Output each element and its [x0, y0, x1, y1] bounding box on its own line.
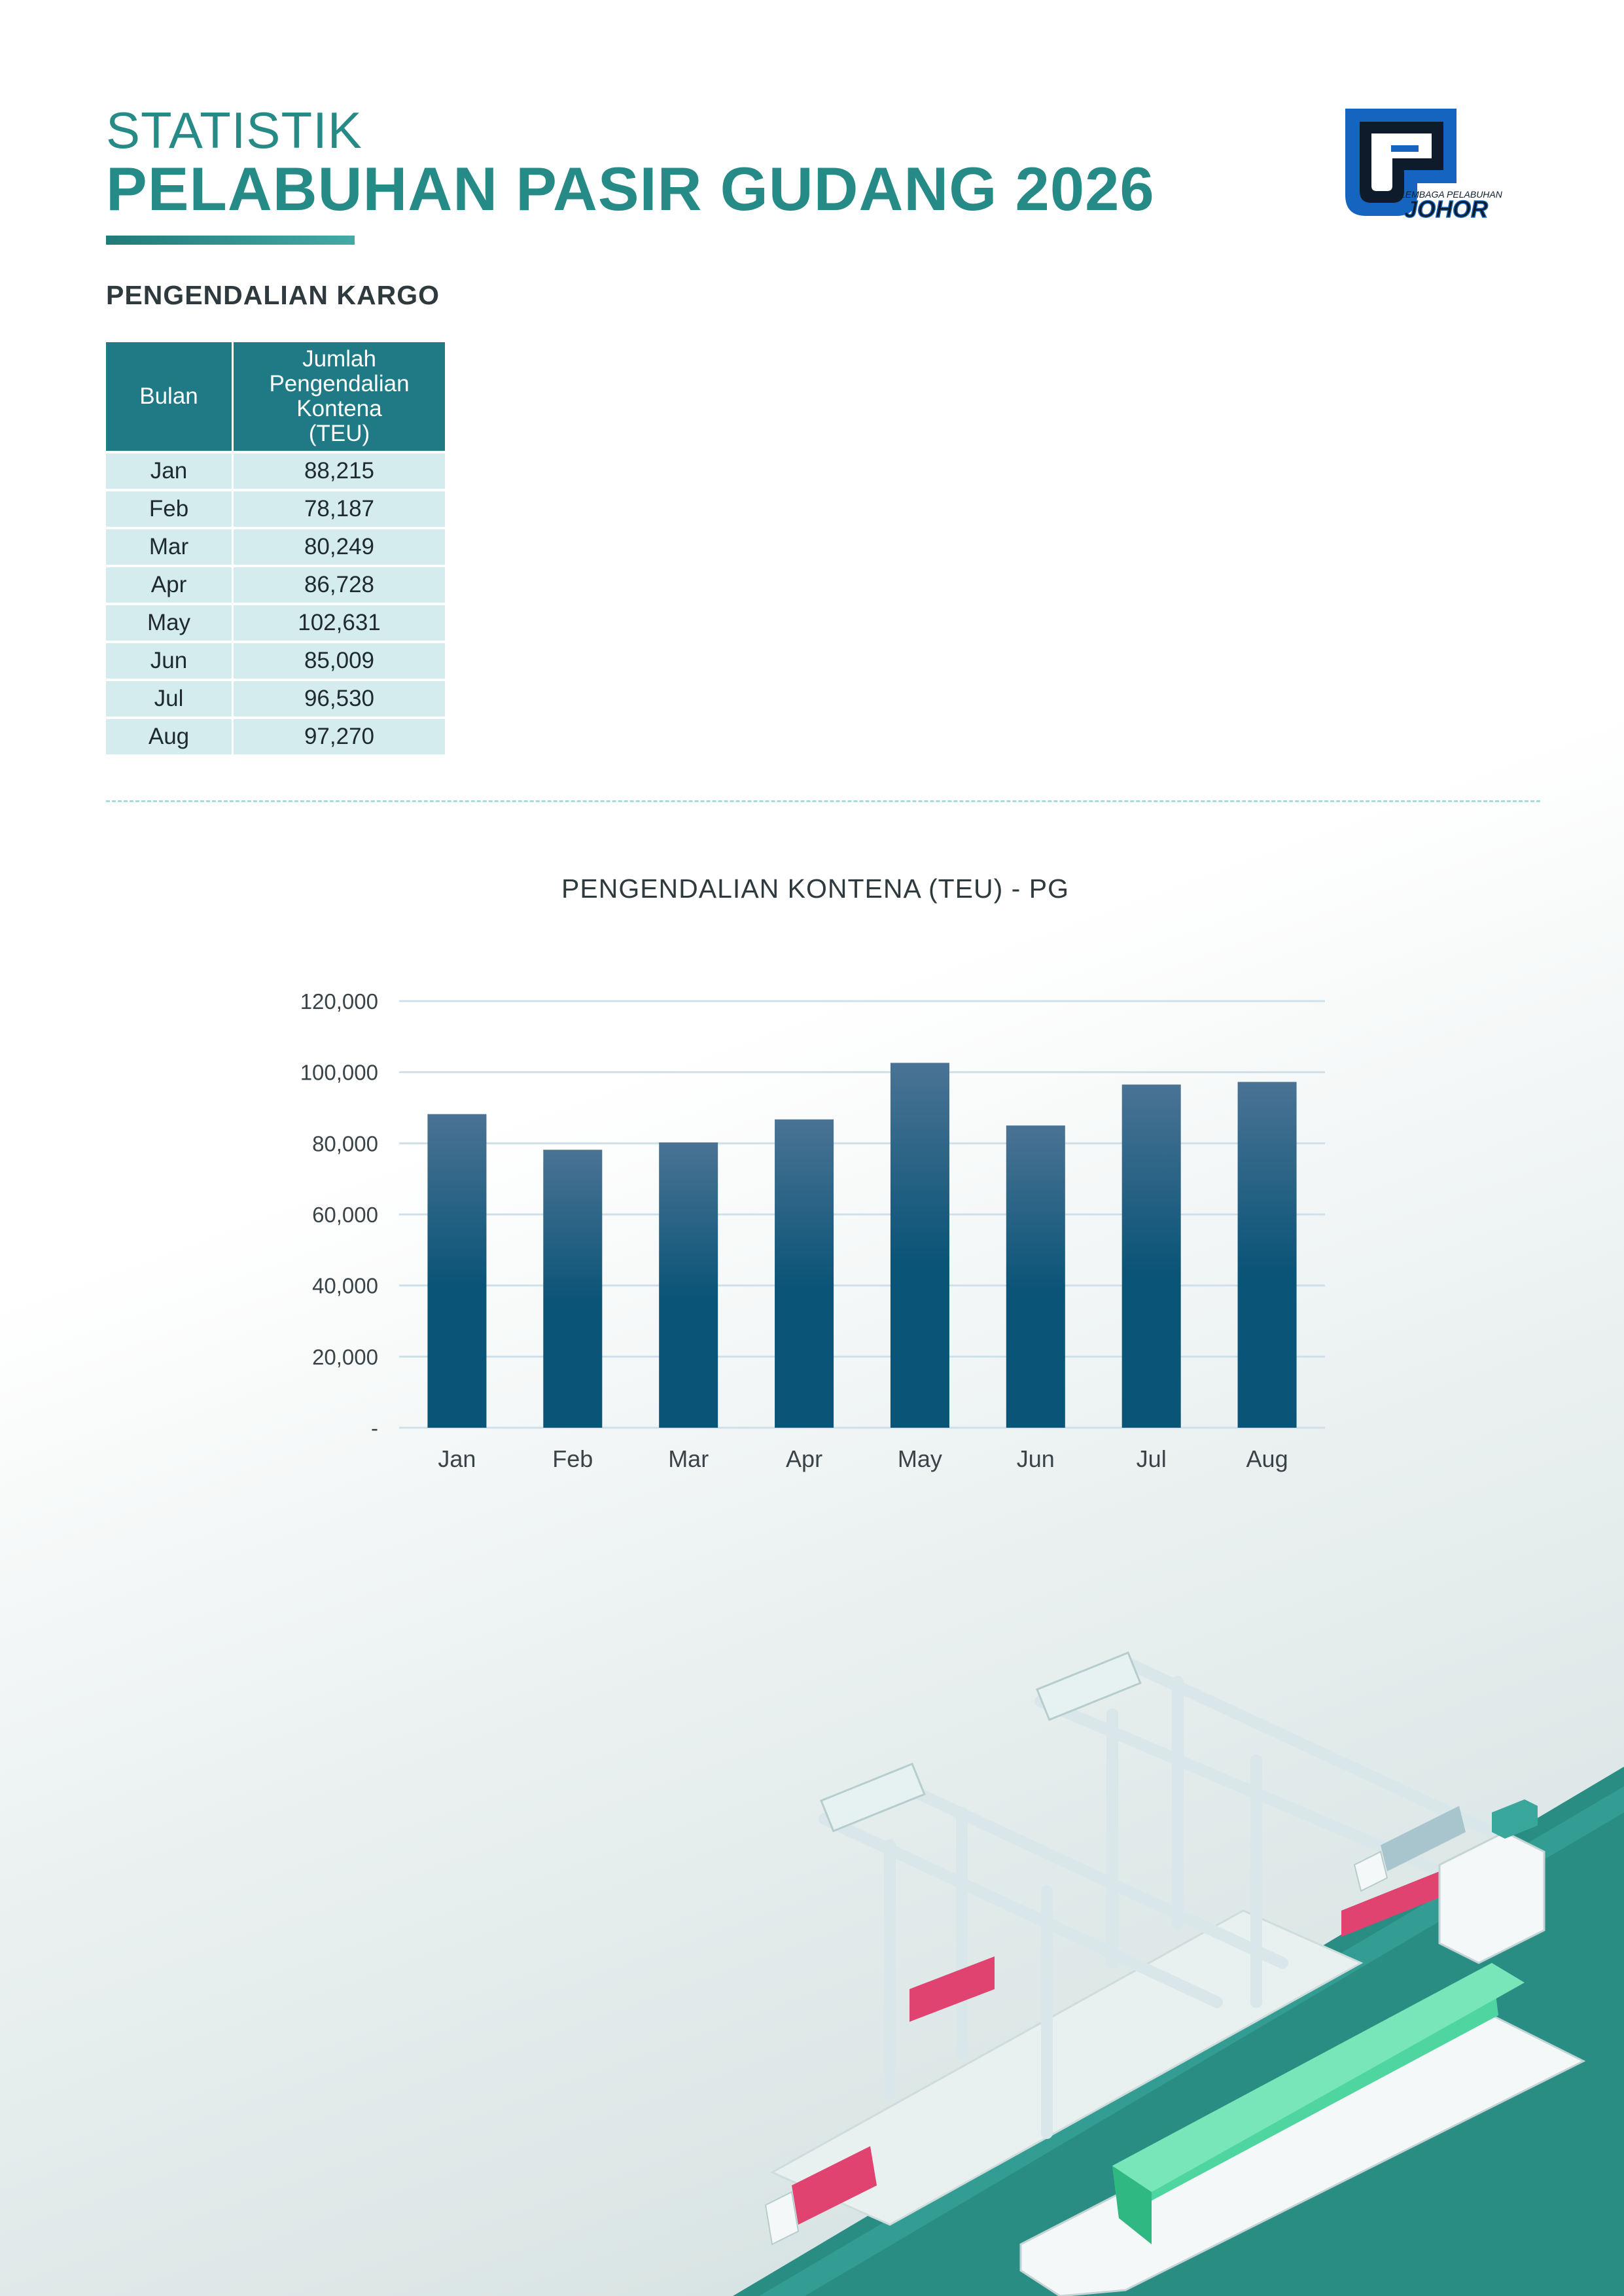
table-header-teu-line: Jumlah — [302, 346, 376, 372]
table-cell-teu: 80,249 — [232, 527, 445, 566]
table-row: Apr 86,728 — [106, 565, 445, 604]
y-tick-label: 60,000 — [312, 1203, 378, 1227]
title-top: STATISTIK — [106, 101, 362, 159]
table-header-teu-line: Kontena — [296, 396, 382, 421]
table-cell-teu: 102,631 — [232, 603, 445, 642]
ship-containers — [1112, 1963, 1525, 2244]
table-cell-teu: 78,187 — [232, 489, 445, 528]
container-hanging — [909, 1956, 995, 2022]
page-title: PELABUHAN PASIR GUDANG 2026 — [106, 154, 1155, 223]
table-cell-teu: 88,215 — [232, 451, 445, 490]
table-cell-teu: 85,009 — [232, 641, 445, 680]
x-tick-label: Feb — [552, 1445, 593, 1472]
chart-title: PENGENDALIAN KONTENA (TEU) - PG — [561, 874, 1069, 904]
bar-apr — [775, 1119, 834, 1428]
table-cell-month: Jul — [106, 679, 234, 718]
logo-text-big: JOHOR — [1404, 196, 1488, 222]
lembaga-pelabuhan-johor-logo: LEMBAGA PELABUHAN JOHOR — [1345, 109, 1503, 222]
truck — [764, 2146, 877, 2246]
truck — [1353, 1806, 1466, 1892]
x-tick-label: Aug — [1246, 1445, 1288, 1472]
section-divider — [106, 800, 1540, 802]
x-tick-label: May — [898, 1445, 942, 1472]
table-header-month: Bulan — [106, 342, 234, 452]
x-tick-label: Jun — [1017, 1445, 1055, 1472]
table-cell-teu: 96,530 — [232, 679, 445, 718]
crane-left — [819, 1780, 1288, 2139]
x-tick-label: Jul — [1137, 1445, 1167, 1472]
bar-feb — [543, 1150, 603, 1428]
container-hanging — [1341, 1871, 1439, 1937]
cargo-table: Bulan Jumlah Pengendalian Kontena (TEU) … — [106, 342, 445, 754]
port-illustration — [733, 1651, 1624, 2296]
x-tick-label: Apr — [786, 1445, 822, 1472]
table-row: Feb 78,187 — [106, 489, 445, 528]
bar-jan — [427, 1114, 487, 1428]
x-tick-label: Mar — [668, 1445, 709, 1472]
table-cell-teu: 86,728 — [232, 565, 445, 604]
section-heading: PENGENDALIAN KARGO — [106, 280, 440, 310]
logo-shape-bar — [1391, 145, 1419, 152]
bar-chart: PENGENDALIAN KONTENA (TEU) - PG - 20,000 4… — [300, 874, 1325, 1472]
table-header-row: Bulan Jumlah Pengendalian Kontena (TEU) — [106, 342, 445, 452]
crane-right — [1034, 1656, 1498, 2008]
table-cell-month: Jun — [106, 641, 234, 680]
y-tick-label: 40,000 — [312, 1274, 378, 1298]
dock-shape — [769, 1909, 1364, 2226]
building — [1438, 1799, 1545, 1964]
table-cell-month: Jan — [106, 451, 234, 490]
bar-aug — [1237, 1082, 1297, 1428]
y-tick-label: 100,000 — [300, 1061, 378, 1085]
title-underline — [106, 236, 355, 245]
x-tick-label: Jan — [438, 1445, 476, 1472]
bar-jul — [1121, 1084, 1181, 1428]
bar-mar — [659, 1142, 718, 1428]
y-tick-label: 120,000 — [300, 989, 378, 1014]
y-tick-label: - — [371, 1416, 378, 1440]
table-cell-month: Feb — [106, 489, 234, 528]
table-cell-month: Apr — [106, 565, 234, 604]
table-header-teu: Jumlah Pengendalian Kontena (TEU) — [232, 342, 445, 452]
table-cell-teu: 97,270 — [232, 716, 445, 754]
y-tick-label: 20,000 — [312, 1345, 378, 1369]
table-cell-month: Aug — [106, 716, 234, 754]
table-cell-month: May — [106, 603, 234, 642]
table-header-teu-line: Pengendalian — [269, 371, 410, 397]
table-row: Jul 96,530 — [106, 679, 445, 718]
table-row: May 102,631 — [106, 603, 445, 642]
crane-cabin-right — [1036, 1651, 1142, 1722]
table-header-teu-line: (TEU) — [308, 421, 370, 446]
logo-text-small: LEMBAGA PELABUHAN — [1400, 189, 1503, 200]
table-row: Aug 97,270 — [106, 716, 445, 754]
table-row: Jun 85,009 — [106, 641, 445, 680]
crane-cabin-left — [820, 1762, 926, 1833]
y-tick-label: 80,000 — [312, 1131, 378, 1156]
table-cell-month: Mar — [106, 527, 234, 566]
table-row: Jan 88,215 — [106, 451, 445, 490]
bar-may — [890, 1063, 949, 1428]
bar-jun — [1006, 1125, 1065, 1428]
table-row: Mar 80,249 — [106, 527, 445, 566]
